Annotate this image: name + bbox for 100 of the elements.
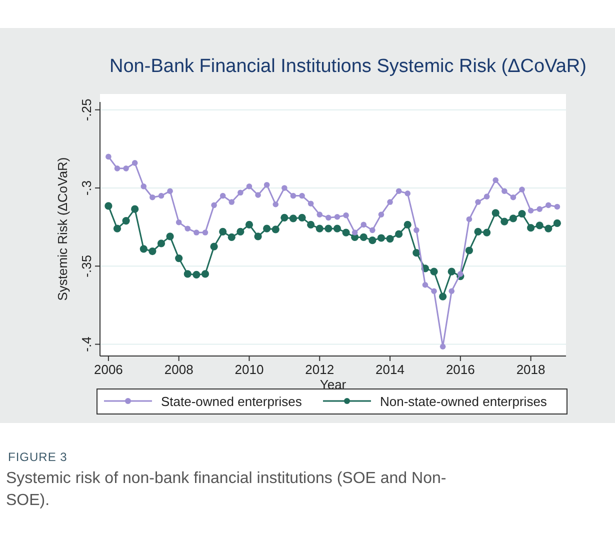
point (370, 227, 376, 234)
point (254, 232, 262, 240)
point (492, 209, 500, 217)
point (307, 220, 315, 228)
chart-title: Non-Bank Financial Institutions Systemic Risk (ΔCoVaR) (110, 56, 586, 77)
point (228, 199, 235, 205)
point (448, 288, 455, 294)
x-tick-label: 2012 (305, 362, 334, 377)
point (466, 216, 472, 222)
point (290, 192, 296, 199)
point (334, 214, 340, 220)
point (104, 202, 112, 210)
point (228, 233, 236, 242)
point (289, 214, 298, 222)
y-axis-title: Systemic Risk (ΔCoVaR) (55, 157, 70, 301)
point (431, 288, 437, 294)
point (219, 228, 227, 236)
x-tick-label: 2010 (234, 362, 264, 377)
point (554, 204, 560, 210)
point (299, 192, 305, 199)
point (502, 188, 508, 194)
point (352, 230, 358, 236)
point (140, 245, 148, 253)
point (140, 184, 147, 190)
point (386, 234, 394, 243)
point (404, 190, 411, 196)
point (113, 224, 122, 232)
point (519, 186, 525, 192)
point (484, 194, 490, 200)
point (500, 218, 508, 226)
point (158, 192, 164, 199)
y-tick-label: -.4 (79, 336, 94, 352)
point (553, 219, 561, 227)
point (342, 228, 350, 236)
point (396, 188, 402, 194)
point (123, 166, 129, 172)
point (368, 236, 376, 244)
point (201, 270, 210, 278)
point (378, 212, 384, 218)
point (131, 205, 139, 213)
point (211, 202, 217, 208)
x-tick-label: 2016 (446, 362, 475, 377)
point (238, 190, 244, 196)
point (194, 230, 200, 236)
point (544, 224, 552, 232)
y-tick-label: -.35 (79, 254, 94, 278)
point (210, 242, 218, 250)
point (492, 177, 499, 184)
point (157, 240, 166, 248)
y-tick-label: -.25 (79, 98, 94, 122)
point (220, 192, 226, 199)
point (175, 254, 183, 262)
point (150, 194, 156, 200)
point (536, 222, 544, 230)
point (475, 199, 481, 205)
point (106, 154, 112, 160)
point (176, 219, 182, 226)
point (510, 194, 516, 200)
point (280, 214, 288, 222)
point (166, 232, 174, 240)
point (122, 216, 130, 225)
point (333, 224, 342, 232)
point (308, 200, 314, 206)
point (298, 214, 306, 222)
point (316, 224, 324, 232)
point (395, 230, 403, 238)
point (184, 270, 192, 278)
point (324, 224, 332, 232)
point (440, 344, 446, 350)
point (422, 282, 428, 288)
point (458, 271, 464, 277)
point (184, 226, 191, 232)
point (282, 185, 288, 191)
x-tick-label: 2014 (376, 362, 404, 377)
point (527, 224, 535, 232)
point (263, 224, 271, 232)
x-tick-label: 2006 (94, 362, 123, 377)
point (167, 188, 173, 194)
point (360, 233, 368, 242)
x-tick-label: 2018 (516, 362, 546, 377)
point (528, 208, 534, 214)
point (404, 220, 412, 228)
point (192, 270, 200, 279)
point (439, 292, 447, 300)
point (255, 192, 261, 198)
legend-label: State-owned enterprises (161, 394, 302, 409)
point (536, 206, 543, 212)
point (132, 160, 138, 166)
point (412, 249, 420, 257)
point (414, 227, 420, 234)
point (483, 228, 491, 236)
point (474, 228, 482, 236)
point (148, 247, 156, 256)
point (465, 246, 474, 254)
point (430, 268, 438, 276)
point (114, 166, 120, 172)
caption: FIGURE 3 (8, 450, 68, 464)
point (272, 201, 279, 208)
point (509, 214, 518, 222)
point (546, 202, 552, 208)
